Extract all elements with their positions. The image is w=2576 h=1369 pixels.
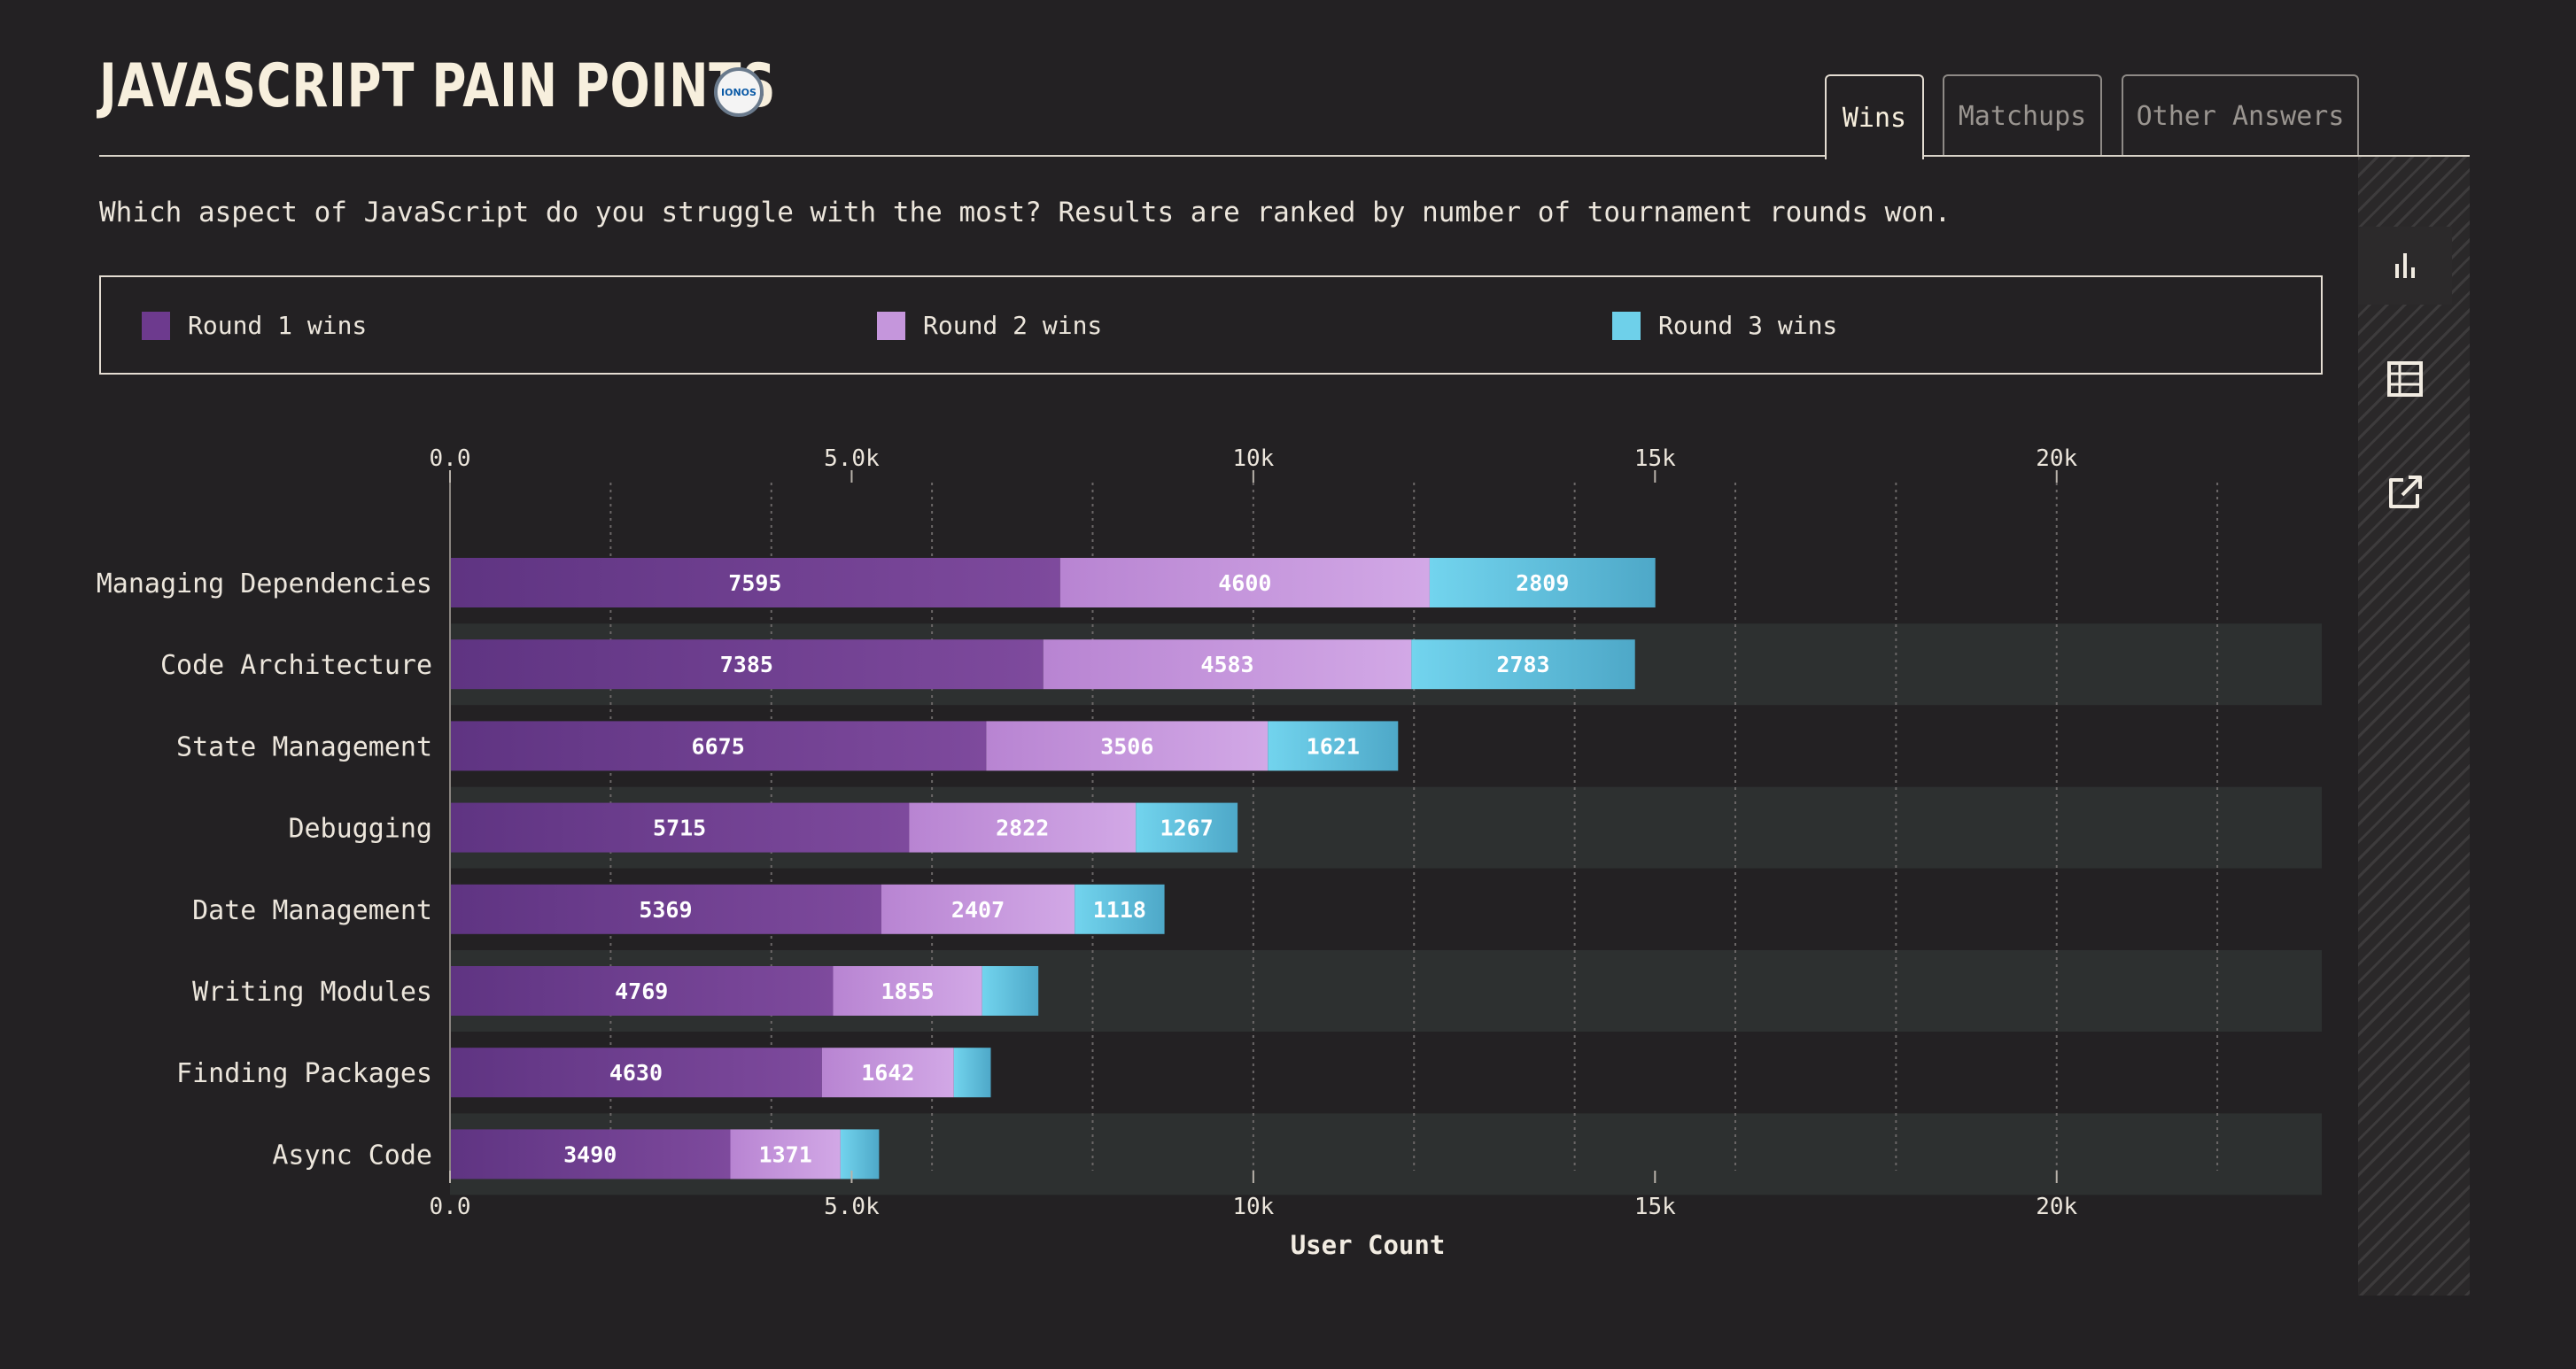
data-label: 6675	[692, 733, 745, 759]
bar-segment	[840, 1129, 880, 1180]
bar-segment	[730, 1129, 841, 1180]
legend: Round 1 wins Round 2 wins Round 3 wins	[99, 275, 2323, 375]
legend-swatch-round-2	[877, 311, 905, 340]
data-label: 4630	[609, 1060, 663, 1086]
x-tick-label-top: 10k	[1232, 445, 1274, 472]
data-label: 1621	[1307, 733, 1360, 759]
legend-label-round-1: Round 1 wins	[188, 311, 368, 340]
chart-toolbar	[2358, 157, 2470, 1296]
data-label: 1855	[881, 978, 934, 1004]
category-label: Writing Modules	[192, 977, 432, 1008]
data-label: 4583	[1200, 652, 1253, 677]
bar-segment	[821, 1048, 954, 1098]
data-label: 1642	[861, 1060, 914, 1086]
data-label: 5715	[653, 816, 706, 841]
data-label: 2783	[1496, 652, 1549, 677]
bar-segment	[450, 1129, 731, 1180]
bar-segment	[953, 1048, 991, 1098]
bar-segment	[909, 802, 1137, 853]
bar-chart-icon	[2395, 253, 2415, 278]
header-rule	[99, 155, 2470, 157]
legend-item-round-1[interactable]: Round 1 wins	[142, 311, 367, 340]
category-label: State Management	[176, 731, 432, 762]
legend-item-round-2[interactable]: Round 2 wins	[877, 311, 1102, 340]
bar-segment	[1429, 558, 1656, 607]
table-view-button[interactable]	[2358, 340, 2452, 418]
x-axis-title: User Count	[1291, 1230, 1446, 1260]
bar-segment	[450, 802, 910, 853]
data-label: 5369	[639, 897, 692, 923]
x-tick-label-bottom: 10k	[1232, 1194, 1274, 1220]
legend-label-round-2: Round 2 wins	[923, 311, 1103, 340]
data-label: 7385	[720, 652, 773, 677]
data-label: 3506	[1100, 733, 1153, 759]
data-label: 2809	[1516, 570, 1569, 596]
category-label: Code Architecture	[160, 650, 432, 681]
bar-segment	[982, 966, 1039, 1016]
data-label: 4769	[615, 978, 668, 1004]
bar-segment	[450, 1048, 822, 1098]
bar-segment	[881, 884, 1075, 934]
legend-label-round-3: Round 3 wins	[1658, 311, 1838, 340]
tab-matchups[interactable]: Matchups	[1943, 74, 2102, 156]
tab-matchups-label: Matchups	[1958, 100, 2087, 132]
bar-segment	[986, 721, 1269, 771]
legend-item-round-3[interactable]: Round 3 wins	[1612, 311, 1837, 340]
data-label: 7595	[728, 570, 781, 596]
x-tick-label-bottom: 20k	[2036, 1194, 2077, 1220]
bar-segment	[1411, 639, 1635, 690]
data-label: 1371	[759, 1141, 812, 1167]
share-button[interactable]	[2358, 453, 2452, 531]
legend-swatch-round-1	[142, 311, 170, 340]
data-label: 1118	[1093, 897, 1146, 923]
external-link-icon	[2389, 476, 2422, 508]
data-label: 4600	[1218, 570, 1271, 596]
category-label: Date Management	[192, 895, 432, 926]
bar-segment	[450, 884, 881, 934]
tab-wins-label: Wins	[1842, 102, 1907, 134]
bar-segment	[450, 558, 1060, 607]
tab-other-answers-label: Other Answers	[2136, 100, 2345, 132]
bar-segment	[833, 966, 982, 1016]
category-label: Async Code	[272, 1140, 432, 1171]
tab-other-answers[interactable]: Other Answers	[2122, 74, 2359, 156]
x-tick-label-bottom: 15k	[1634, 1194, 1676, 1220]
x-tick-label-top: 15k	[1634, 445, 1676, 472]
bar-segment	[1059, 558, 1430, 607]
tab-wins[interactable]: Wins	[1825, 74, 1924, 159]
category-label: Debugging	[288, 814, 432, 845]
category-label: Finding Packages	[176, 1058, 432, 1089]
x-tick-label-bottom: 5.0k	[824, 1194, 880, 1220]
bar-segment	[450, 639, 1044, 690]
x-tick-label-bottom: 0.0	[430, 1194, 471, 1220]
data-label: 2822	[996, 816, 1049, 841]
category-label: Managing Dependencies	[97, 568, 432, 599]
bar-segment	[1075, 884, 1165, 934]
x-tick-label-top: 20k	[2036, 445, 2077, 472]
bar-segment	[1268, 721, 1399, 771]
sponsor-logo[interactable]: IONOS	[714, 67, 764, 117]
data-label: 2407	[951, 897, 1005, 923]
x-tick-label-top: 5.0k	[824, 445, 880, 472]
chart-description: Which aspect of JavaScript do you strugg…	[99, 197, 1951, 228]
chart-view-button[interactable]	[2358, 227, 2452, 305]
x-tick-label-top: 0.0	[430, 445, 471, 472]
bar-segment	[450, 721, 987, 771]
data-label: 3490	[563, 1141, 617, 1167]
bar-segment	[450, 966, 834, 1016]
data-label: 1267	[1160, 816, 1214, 841]
page-title: JAVASCRIPT PAIN POINTS	[99, 51, 777, 121]
sponsor-logo-text: IONOS	[721, 86, 757, 98]
bar-segment	[1136, 802, 1238, 853]
legend-swatch-round-3	[1612, 311, 1641, 340]
title-row: JAVASCRIPT PAIN POINTS	[99, 51, 967, 121]
bar-segment	[1043, 639, 1412, 690]
table-icon	[2387, 361, 2423, 397]
